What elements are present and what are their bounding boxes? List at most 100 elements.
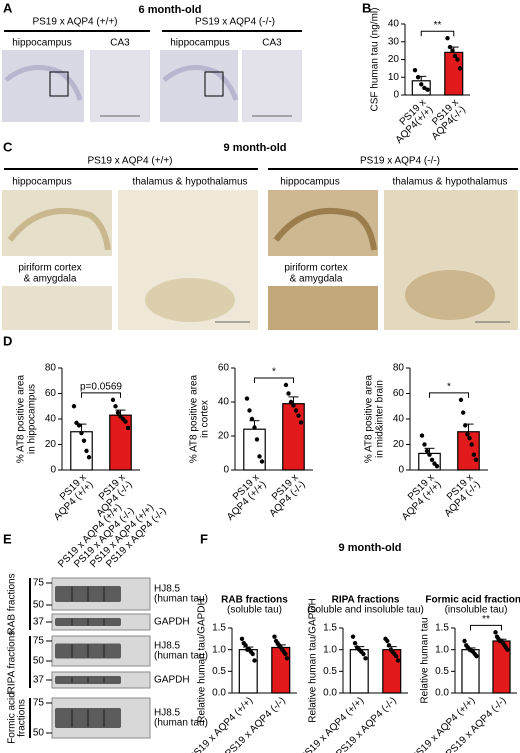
marker-label: 75: [33, 578, 45, 589]
y-tick-label: 80: [393, 363, 405, 374]
chart-subtitle: (insoluble tau): [445, 605, 508, 616]
y-tick-label: 1.0: [435, 644, 449, 655]
y-tick-label: 0: [393, 90, 399, 101]
inset-box: [49, 71, 69, 97]
data-point: [296, 413, 301, 418]
data-point: [386, 643, 392, 648]
chart-subtitle: (soluble and insoluble tau): [307, 605, 424, 616]
blot-band: [71, 643, 89, 659]
panel-title: 9 month-old: [224, 142, 287, 154]
y-tick-label: 0: [223, 465, 229, 476]
data-point: [415, 75, 421, 80]
bar: [238, 649, 258, 694]
panel-label: A: [3, 0, 13, 15]
data-point: [298, 420, 304, 425]
data-point: [429, 457, 435, 462]
blot-band: [71, 618, 89, 626]
data-point: [257, 454, 262, 459]
blot-band: [103, 676, 121, 684]
significance-label: **: [434, 20, 442, 31]
y-tick-label: 60: [218, 363, 230, 374]
blot-band: [55, 586, 73, 602]
y-tick-label: 0.5: [323, 666, 337, 677]
blot-band: [87, 708, 105, 728]
bar: [282, 403, 305, 471]
data-point: [113, 404, 118, 409]
data-point: [284, 656, 290, 661]
blot-label: (human tau): [154, 718, 208, 729]
data-point: [422, 442, 427, 447]
bar: [70, 431, 93, 471]
data-point: [247, 408, 252, 413]
significance-bracket: [81, 392, 121, 398]
blot-label: HJ8.5: [154, 641, 181, 652]
panel-label: D: [3, 333, 12, 348]
panel-label: C: [3, 139, 13, 154]
data-point: [352, 640, 358, 646]
panel-label: F: [200, 531, 208, 546]
blot-band: [55, 676, 73, 684]
image-label: hippocampus: [280, 177, 339, 188]
blot-band: [55, 708, 73, 728]
chart-title: RIPA fractions: [332, 595, 400, 606]
micrograph-detail: [145, 278, 235, 322]
y-tick-label: 1.5: [212, 623, 226, 634]
data-point: [250, 651, 255, 657]
marker-label: 50: [33, 656, 45, 667]
data-point: [252, 658, 257, 663]
y-tick-label: 20: [218, 431, 230, 442]
blot-label: HJ8.5: [154, 584, 181, 595]
panel-label: B: [362, 0, 371, 15]
y-tick-label: 10: [388, 72, 400, 83]
data-point: [350, 634, 356, 639]
y-tick-label: 0: [398, 465, 404, 476]
y-tick-label: 30: [388, 36, 400, 47]
data-point: [463, 423, 468, 428]
data-point: [283, 651, 288, 657]
marker-label: 75: [33, 636, 45, 647]
significance-bracket: [429, 392, 469, 398]
micrograph-detail: [405, 270, 495, 320]
data-point: [254, 437, 260, 442]
y-axis-label: CSF human tau (ng/ml): [370, 8, 381, 112]
data-point: [460, 410, 466, 415]
panel-title: 9 month-old: [339, 542, 402, 554]
group-name: PS19 x AQP4 (-/-): [360, 156, 440, 167]
inset-box: [204, 71, 224, 97]
significance-label: *: [447, 382, 451, 393]
y-axis-label: % AT8 positive area: [16, 374, 27, 463]
data-point: [457, 66, 463, 71]
y-axis-label: in mid&inter brain: [375, 380, 386, 458]
y-tick-label: 1.0: [323, 644, 337, 655]
fraction-label: RAB fractions: [7, 573, 18, 634]
blot-band: [103, 618, 121, 626]
data-point: [239, 636, 245, 642]
bar: [243, 428, 266, 471]
data-point: [259, 459, 265, 464]
micrograph-detail: [7, 207, 111, 251]
micrograph: [242, 50, 302, 122]
y-tick-label: 80: [45, 363, 57, 374]
group-name: PS19 x AQP4 (-/-): [195, 17, 275, 28]
data-point: [493, 630, 498, 635]
data-point: [291, 403, 296, 408]
data-point: [244, 396, 250, 401]
y-tick-label: 0: [50, 465, 56, 476]
y-tick-label: 40: [388, 19, 400, 30]
blot-band: [71, 708, 89, 728]
data-point: [471, 452, 477, 457]
image-label: CA3: [262, 38, 282, 49]
micrograph: [2, 50, 84, 122]
data-point: [419, 82, 424, 87]
significance-bracket: [254, 377, 294, 383]
y-tick-label: 0.5: [435, 666, 449, 677]
data-point: [110, 397, 116, 403]
blot-band: [87, 676, 105, 684]
marker-label: 75: [33, 698, 45, 709]
